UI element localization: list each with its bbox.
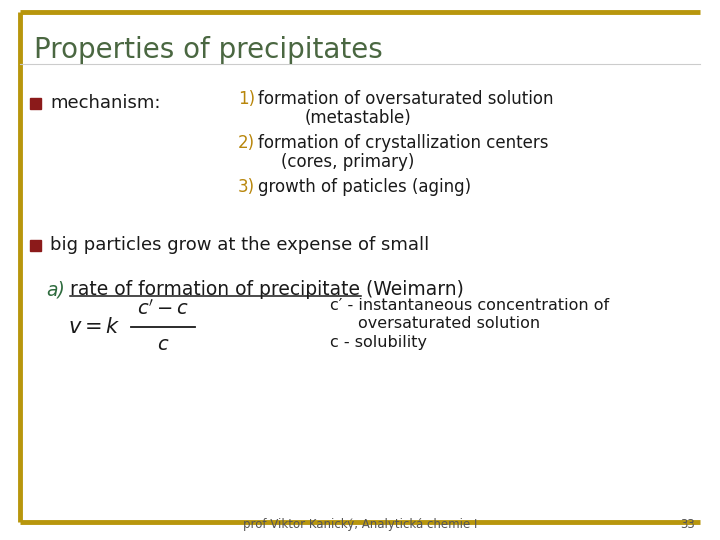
Text: formation of oversaturated solution: formation of oversaturated solution xyxy=(258,90,554,108)
Text: c - solubility: c - solubility xyxy=(330,335,427,350)
Text: 33: 33 xyxy=(680,518,695,531)
Text: c′ - instantaneous concentration of: c′ - instantaneous concentration of xyxy=(330,298,609,313)
Text: a): a) xyxy=(46,280,65,299)
Text: big particles grow at the expense of small: big particles grow at the expense of sma… xyxy=(50,236,429,254)
Text: formation of crystallization centers: formation of crystallization centers xyxy=(258,134,549,152)
Text: $c'-c$: $c'-c$ xyxy=(137,299,189,319)
Text: prof Viktor Kanický, Analytická chemie I: prof Viktor Kanický, Analytická chemie I xyxy=(243,518,477,531)
Text: (cores, primary): (cores, primary) xyxy=(282,153,415,171)
Bar xyxy=(30,98,41,109)
Text: $v = k$: $v = k$ xyxy=(68,317,121,337)
Text: 1): 1) xyxy=(238,90,255,108)
Text: rate of formation of precipitate (Weimarn): rate of formation of precipitate (Weimar… xyxy=(70,280,464,299)
Text: (metastable): (metastable) xyxy=(305,109,411,127)
Text: 3): 3) xyxy=(238,178,255,196)
Text: 2): 2) xyxy=(238,134,255,152)
Bar xyxy=(30,240,41,251)
Text: oversaturated solution: oversaturated solution xyxy=(358,315,540,330)
Text: Properties of precipitates: Properties of precipitates xyxy=(34,36,383,64)
Text: mechanism:: mechanism: xyxy=(50,94,161,112)
Text: $c$: $c$ xyxy=(157,335,169,354)
Text: growth of paticles (aging): growth of paticles (aging) xyxy=(258,178,471,196)
